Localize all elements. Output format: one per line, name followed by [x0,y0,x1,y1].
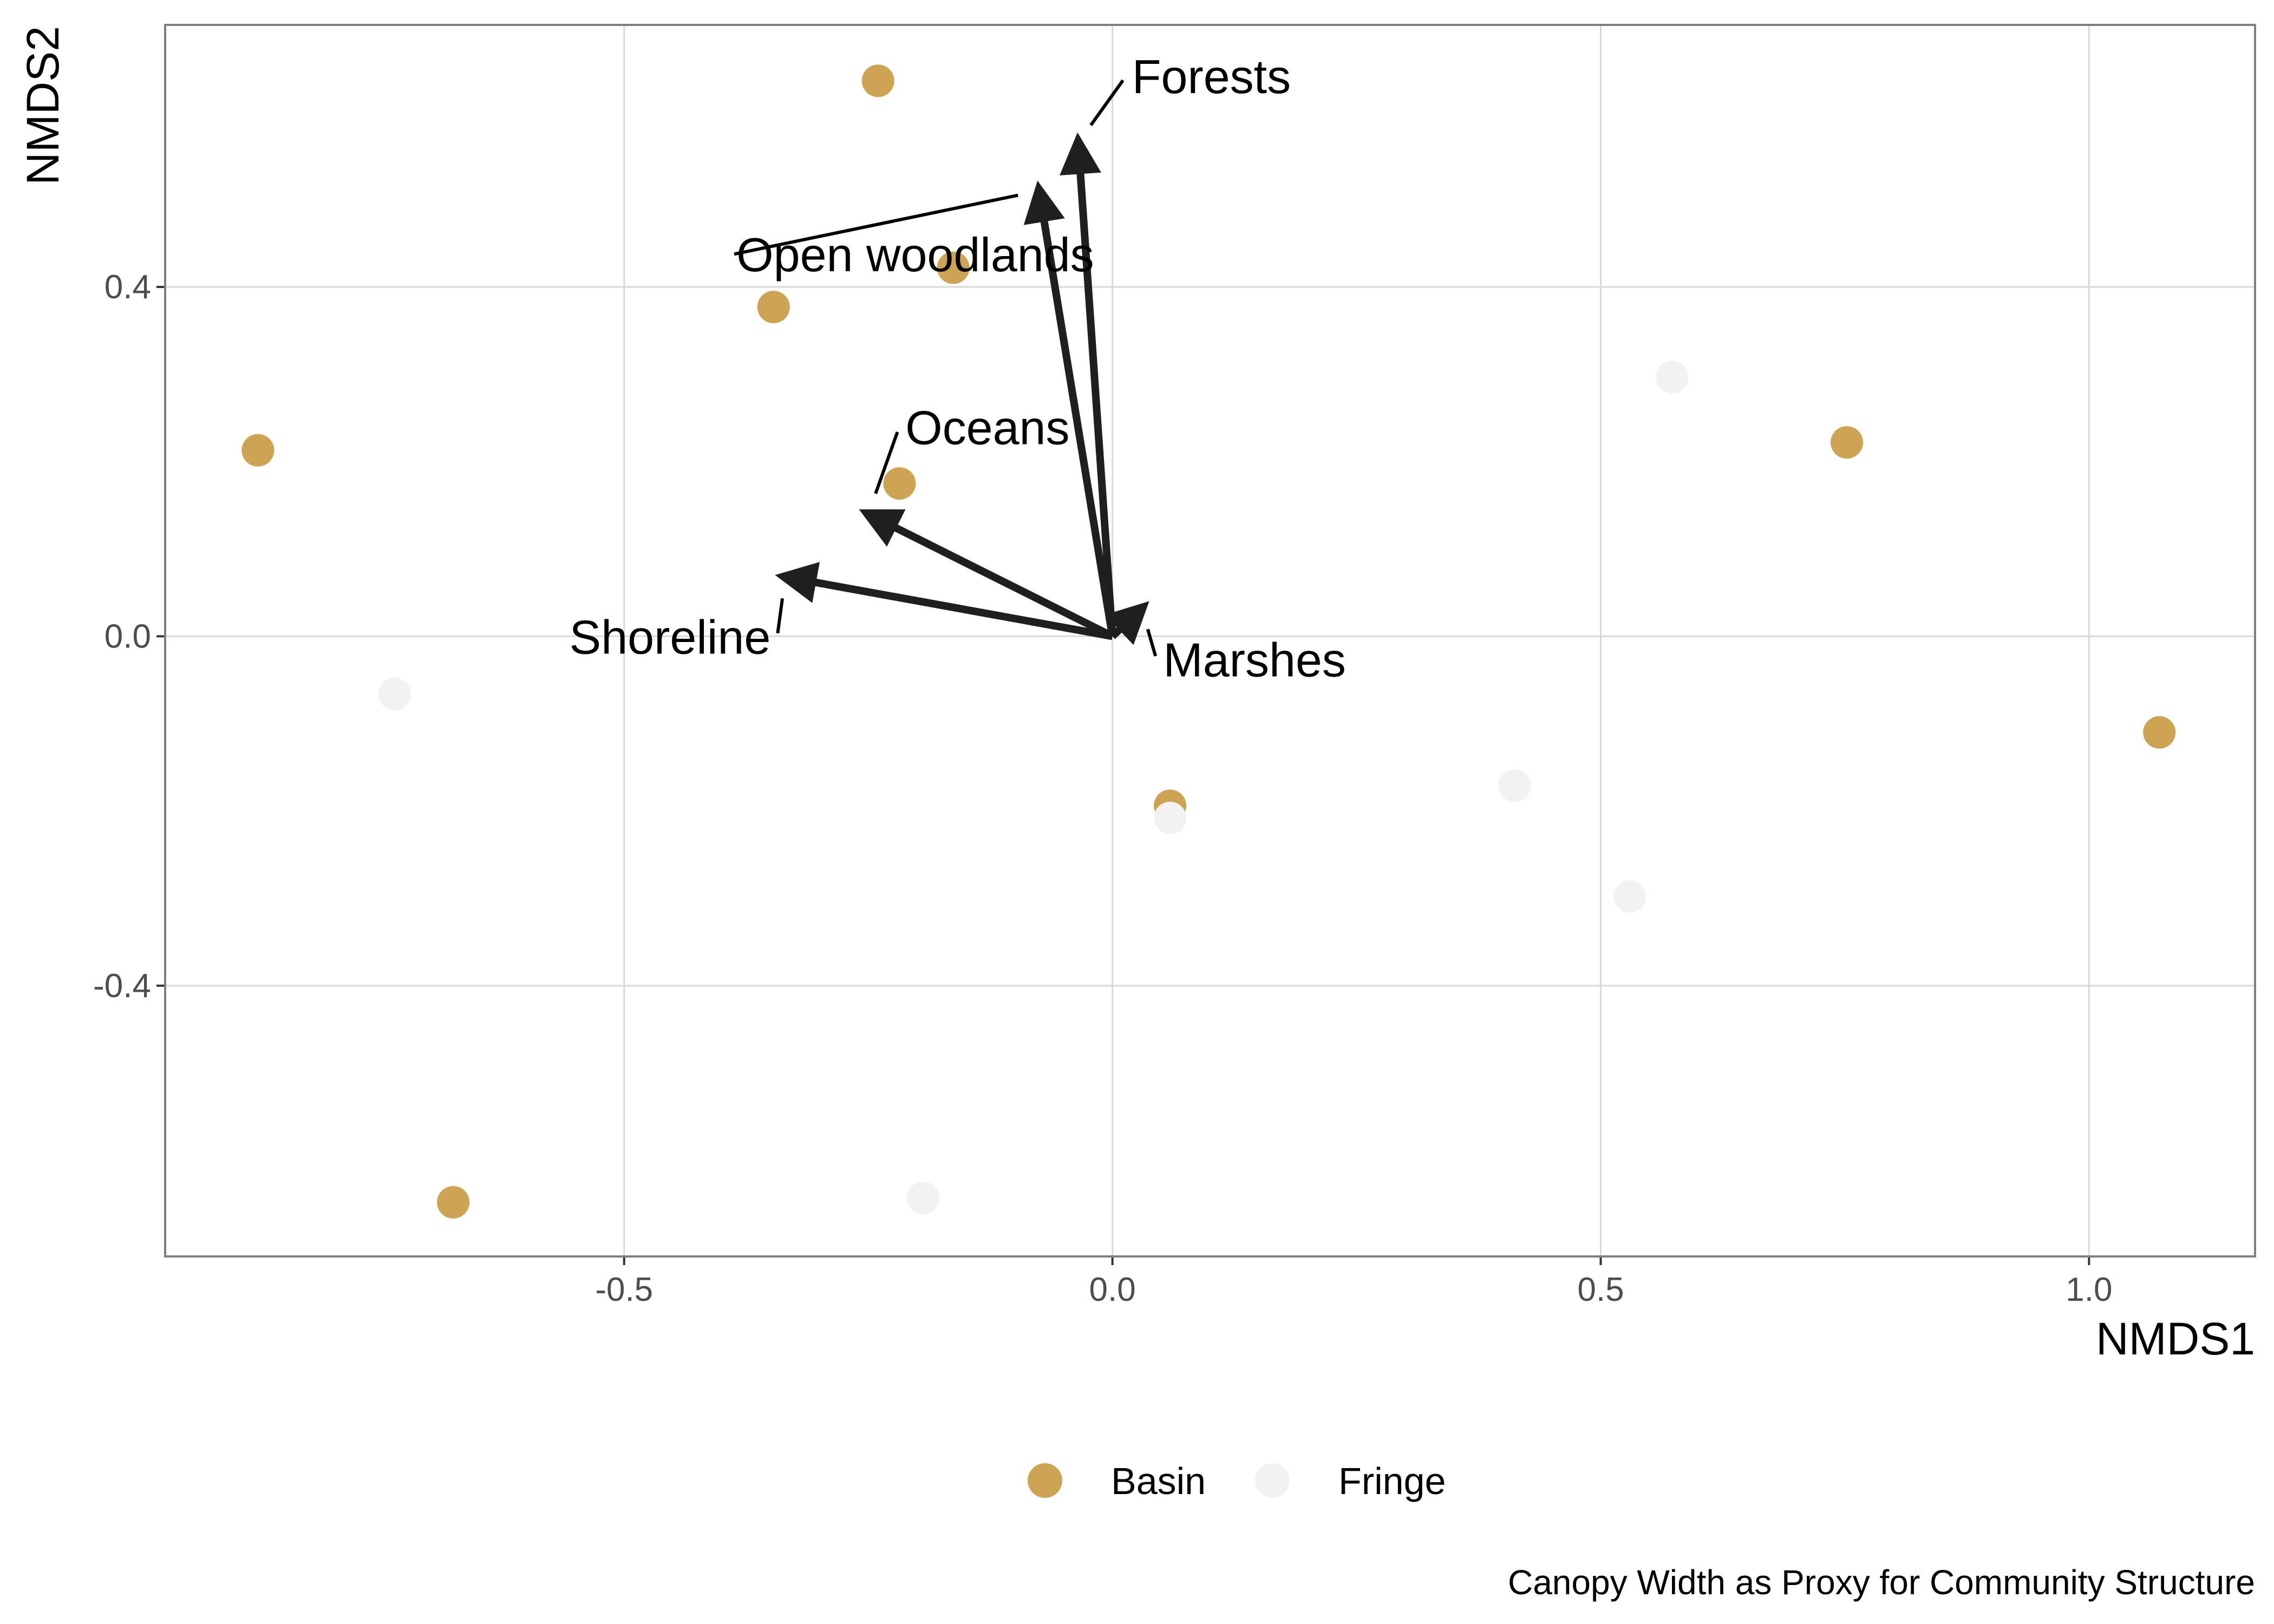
point-basin [241,434,275,467]
point-fringe [1498,769,1531,802]
panel-border [164,24,2256,1258]
y-axis-title: NMDS2 [17,26,68,185]
leader-line-forests [1089,79,1125,127]
point-basin [2143,716,2176,749]
x-tick-label: 1.0 [2066,1271,2112,1308]
vector-arrow-marshes [1105,601,1149,645]
point-fringe [1656,361,1689,394]
x-tick-label: 0.0 [1089,1271,1136,1308]
axes: -0.5 0.0 0.5 1.0 -0.4 0.0 0.4 [93,269,2112,1308]
vector-label-oceans: Oceans [905,401,1069,454]
data-points [241,64,2176,1219]
vector-label-shoreline: Shoreline [570,611,771,664]
y-tick-label: -0.4 [93,967,151,1005]
y-tick-label: 0.4 [104,269,151,306]
vector-arrow-forests [1060,132,1116,637]
legend-key-fringe [1255,1463,1290,1498]
point-basin [757,291,790,324]
point-fringe [378,677,411,710]
point-basin [883,467,916,500]
leader-line-open-woodlands [734,193,1018,256]
legend-label-basin: Basin [1111,1460,1206,1502]
chart-caption: Canopy Width as Proxy for Community Stru… [1508,1563,2255,1602]
vector-arrow-shoreline [775,562,1113,640]
legend-label-fringe: Fringe [1338,1460,1446,1502]
point-basin [437,1186,470,1219]
env-vectors: Forests Open woodlands Oceans Shoreline Mars… [570,50,1346,687]
leader-line-shoreline [776,598,785,634]
vector-label-forests: Forests [1132,50,1291,103]
x-axis-title: NMDS1 [2096,1313,2255,1364]
panel-background [165,25,2255,1256]
legend-key-basin [1028,1463,1062,1498]
point-fringe [1154,802,1187,835]
point-fringe [906,1181,939,1214]
point-fringe [1613,880,1646,913]
y-tick-label: 0.0 [104,618,151,655]
legend: Basin Fringe [1028,1460,1446,1502]
vector-label-marshes: Marshes [1163,633,1345,687]
vector-arrow-open-woodlands [1023,180,1116,637]
vector-label-open-woodlands: Open woodlands [736,228,1094,281]
point-basin [1831,426,1864,459]
vector-arrow-oceans [859,509,1114,640]
x-tick-label: 0.5 [1577,1271,1624,1308]
leader-line-marshes [1146,628,1158,657]
point-basin [937,251,970,284]
x-tick-label: -0.5 [595,1271,653,1308]
leader-line-oceans [874,431,899,494]
point-basin [861,64,894,97]
